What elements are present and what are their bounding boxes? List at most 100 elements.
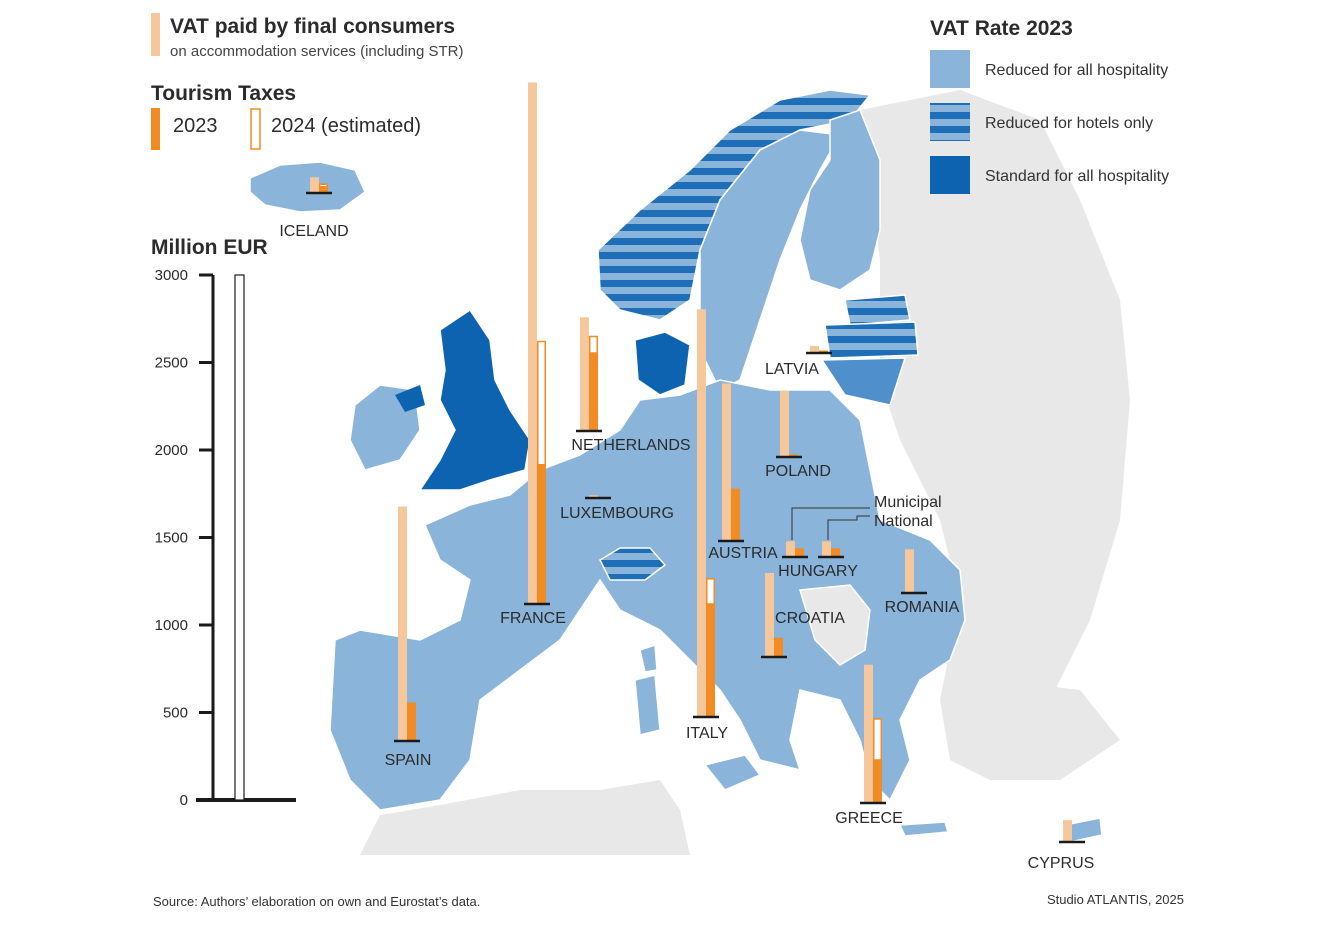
tax-2023-bar-spain bbox=[407, 702, 416, 741]
vat-bar-italy bbox=[697, 309, 706, 717]
bar-group-hungary-national bbox=[818, 541, 844, 559]
bar-group-austria bbox=[718, 383, 744, 543]
hungary-municipal-leader bbox=[791, 507, 870, 540]
country-label-luxembourg: LUXEMBOURG bbox=[560, 505, 674, 522]
region-corsica bbox=[639, 643, 658, 673]
vat-bar-iceland bbox=[310, 177, 319, 193]
country-label-poland: POLAND bbox=[765, 463, 831, 480]
bar-group-greece bbox=[860, 664, 886, 805]
region-finland bbox=[799, 109, 881, 291]
region-balkans-non-eu bbox=[799, 584, 871, 666]
country-label-greece: GREECE bbox=[835, 810, 903, 827]
region-switzerland bbox=[599, 547, 667, 581]
vat-paid-subtitle: on accommodation services (including STR… bbox=[170, 43, 463, 60]
vat-paid-swatch bbox=[151, 13, 160, 56]
tax-2023-bar-greece bbox=[873, 759, 882, 803]
country-label-iceland: ICELAND bbox=[279, 223, 348, 240]
tax-2024-swatch bbox=[250, 108, 261, 150]
bar-group-netherlands bbox=[576, 317, 602, 433]
bar-group-italy bbox=[693, 309, 719, 719]
region-sweden bbox=[699, 129, 842, 392]
vat-bar-spain bbox=[398, 506, 407, 741]
tax-2024-label: 2024 (estimated) bbox=[271, 115, 421, 137]
vat-rate-label-reduced-all: Reduced for all hospitality bbox=[985, 62, 1168, 79]
country-label-cyprus: CYPRUS bbox=[1028, 855, 1095, 872]
vat-bar-latvia bbox=[810, 346, 819, 353]
scale-title: Million EUR bbox=[151, 236, 268, 259]
hungary-national-leader bbox=[827, 515, 870, 540]
tax-2023-label: 2023 bbox=[173, 115, 218, 137]
country-label-romania: ROMANIA bbox=[885, 599, 960, 616]
vat-rate-swatch-reduced-all bbox=[930, 50, 970, 88]
region-estonia bbox=[844, 294, 911, 326]
bar-group-romania bbox=[901, 549, 927, 595]
tax-2023-bar-netherlands bbox=[589, 352, 598, 431]
tax-2023-bar-iceland bbox=[319, 186, 328, 193]
region-crete bbox=[898, 821, 949, 837]
bar-group-poland bbox=[776, 390, 802, 459]
country-bars bbox=[306, 82, 1085, 844]
scale-reference-bar bbox=[234, 274, 245, 801]
vat-bar-croatia bbox=[765, 573, 774, 657]
bar-group-cyprus bbox=[1059, 820, 1085, 844]
vat-rate-swatch-standard bbox=[930, 156, 970, 194]
tax-2023-bar-hungary-municipal bbox=[795, 548, 804, 557]
country-label-france: FRANCE bbox=[500, 610, 566, 627]
tax-2023-swatch bbox=[151, 108, 160, 150]
region-uk bbox=[418, 308, 531, 491]
region-north-africa bbox=[360, 780, 690, 855]
bar-group-france bbox=[524, 82, 550, 606]
region-turkey bbox=[940, 680, 1120, 780]
tax-2023-bar-austria bbox=[731, 488, 740, 541]
vat-paid-title: VAT paid by final consumers bbox=[170, 15, 455, 38]
credit: Studio ATLANTIS, 2025 bbox=[1047, 892, 1184, 907]
scale-tick-label: 0 bbox=[180, 792, 188, 809]
scale-axis: Million EUR 3000 2500 2000 1500 1000 500 0 bbox=[151, 236, 296, 809]
vat-rate-label-standard: Standard for all hospitality bbox=[985, 168, 1169, 185]
bar-group-iceland bbox=[306, 177, 332, 195]
country-label-netherlands: NETHERLANDS bbox=[571, 437, 690, 454]
country-label-austria: AUSTRIA bbox=[708, 545, 778, 562]
vat-bar-cyprus bbox=[1063, 820, 1072, 842]
bar-group-luxembourg bbox=[585, 495, 611, 500]
region-sicily bbox=[703, 754, 762, 791]
scale-tick-label: 500 bbox=[163, 705, 188, 722]
scale-tick-label: 3000 bbox=[155, 267, 188, 284]
country-label-latvia: LATVIA bbox=[765, 361, 819, 378]
region-iceland bbox=[249, 161, 366, 213]
vat-bar-luxembourg bbox=[589, 495, 598, 498]
legend-vat-paid: VAT paid by final consumers on accommoda… bbox=[151, 13, 463, 60]
region-lithuania bbox=[820, 357, 907, 406]
bar-group-spain bbox=[394, 506, 420, 743]
region-latvia bbox=[824, 321, 919, 359]
vat-bar-hungary-municipal bbox=[786, 541, 795, 557]
country-label-spain: SPAIN bbox=[385, 752, 432, 769]
legend-tourism-taxes: Tourism Taxes 2023 2024 (estimated) bbox=[151, 82, 421, 150]
bar-group-hungary-municipal bbox=[782, 541, 808, 559]
country-label-hungary-national: HUNGARY bbox=[778, 563, 858, 580]
region-denmark bbox=[634, 331, 691, 396]
country-label-italy: ITALY bbox=[686, 725, 728, 742]
source-note: Source: Authors’ elaboration on own and … bbox=[153, 894, 480, 909]
hungary-annotation: Municipal National bbox=[791, 494, 942, 540]
vat-bar-france bbox=[528, 82, 537, 604]
country-labels: ICELAND LATVIA NETHERLANDS POLAND LUXEMBOURG… bbox=[279, 223, 1094, 872]
tax-2023-bar-croatia bbox=[774, 637, 783, 657]
tax-2023-bar-italy bbox=[706, 603, 715, 717]
bar-group-croatia bbox=[761, 573, 787, 659]
scale-tick-label: 1000 bbox=[155, 617, 188, 634]
vat-rate-title: VAT Rate 2023 bbox=[930, 17, 1073, 40]
vat-rate-label-hotels-only: Reduced for hotels only bbox=[985, 115, 1153, 132]
tax-2023-bar-hungary-national bbox=[831, 548, 840, 557]
tax-2023-bar-france bbox=[537, 464, 546, 604]
vat-bar-hungary-national bbox=[822, 541, 831, 557]
vat-bar-romania bbox=[905, 549, 914, 593]
hungary-national-label: National bbox=[874, 513, 933, 530]
vat-bar-netherlands bbox=[580, 317, 589, 431]
region-continental-eu bbox=[329, 379, 966, 811]
scale-tick-label: 2000 bbox=[155, 442, 188, 459]
country-label-croatia: CROATIA bbox=[775, 610, 845, 627]
vat-rate-swatch-hotels-only bbox=[930, 103, 970, 141]
scale-tick-label: 1500 bbox=[155, 530, 188, 547]
